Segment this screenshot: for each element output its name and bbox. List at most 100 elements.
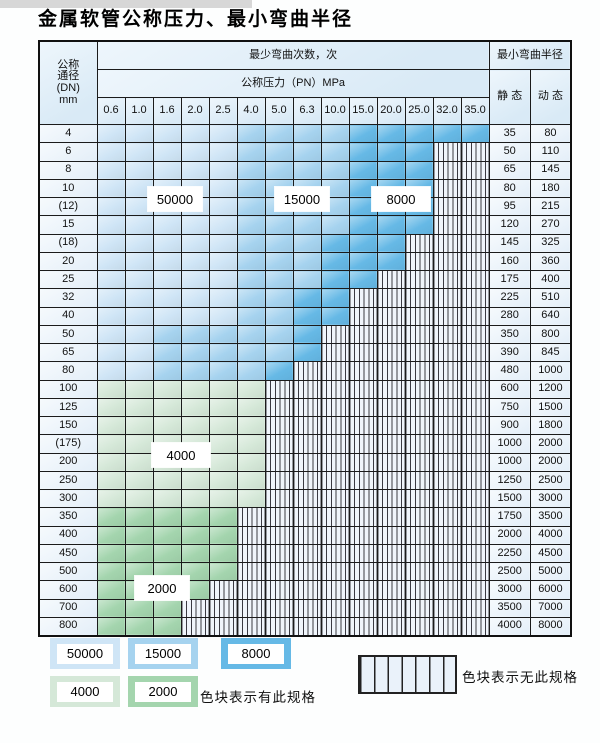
- table-row: 50 350 800: [38, 324, 572, 345]
- spec-cell: [124, 488, 154, 509]
- no-spec-cell: [320, 488, 350, 509]
- spec-cell: [96, 142, 126, 162]
- no-spec-cell: [348, 379, 378, 399]
- table-row: 800 4000 8000: [38, 616, 572, 637]
- spec-cell: [432, 123, 462, 144]
- spec-cell: [96, 306, 126, 326]
- no-spec-cell: [432, 488, 462, 509]
- table-row: (18) 145 325: [38, 233, 572, 253]
- dn-header-cell: 公称 通径 (DN) mm: [38, 40, 98, 125]
- spec-cell: [152, 598, 182, 618]
- no-spec-cell: [432, 452, 462, 472]
- spec-cell: [376, 160, 406, 180]
- spec-cell: [124, 123, 154, 144]
- no-spec-cell: [320, 361, 350, 381]
- pressure-tick: 5.0: [264, 97, 294, 125]
- spec-cell: [180, 251, 210, 272]
- dynamic-radius-cell: 845: [529, 342, 572, 363]
- dynamic-radius-cell: 1000: [529, 361, 572, 381]
- static-radius-cell: 2500: [488, 561, 531, 582]
- dn-cell: 250: [38, 470, 98, 491]
- scan-artifact-strip: [0, 0, 252, 8]
- no-spec-cell: [404, 415, 434, 436]
- no-spec-cell: [432, 507, 462, 527]
- spec-cell: [124, 269, 154, 290]
- spec-cell: [264, 324, 294, 345]
- no-spec-cell: [460, 306, 490, 326]
- dynamic-radius-cell: 325: [529, 233, 572, 253]
- no-spec-cell: [432, 251, 462, 272]
- spec-cell: [208, 269, 238, 290]
- pressure-tick: 1.6: [152, 97, 182, 125]
- static-radius-cell: 145: [488, 233, 531, 253]
- table-row: 600 3000 6000: [38, 580, 572, 600]
- table-row: 15 120 270: [38, 215, 572, 235]
- no-spec-cell: [432, 324, 462, 345]
- spec-cell: [236, 452, 266, 472]
- no-spec-cell: [376, 616, 406, 637]
- dynamic-radius-cell: 5000: [529, 561, 572, 582]
- spec-cell: [152, 142, 182, 162]
- no-spec-cell: [320, 434, 350, 454]
- no-spec-cell: [292, 470, 322, 491]
- spec-cell: [320, 123, 350, 144]
- no-spec-cell: [292, 525, 322, 545]
- spec-cell: [208, 233, 238, 253]
- table-row: 20 160 360: [38, 251, 572, 272]
- dynamic-radius-cell: 2000: [529, 452, 572, 472]
- spec-cell: [152, 415, 182, 436]
- dynamic-header: 动 态: [529, 69, 572, 125]
- no-spec-cell: [348, 415, 378, 436]
- spec-cell: [152, 251, 182, 272]
- spec-cell: [320, 306, 350, 326]
- no-spec-cell: [320, 561, 350, 582]
- spec-cell: [348, 215, 378, 235]
- spec-cell: [124, 215, 154, 235]
- zone-label-2000: 2000: [135, 576, 189, 600]
- spec-cell: [236, 415, 266, 436]
- dn-cell: 25: [38, 269, 98, 290]
- no-spec-cell: [348, 598, 378, 618]
- static-radius-cell: 50: [488, 142, 531, 162]
- table-row: 500 2500 5000: [38, 561, 572, 582]
- dynamic-radius-cell: 7000: [529, 598, 572, 618]
- spec-cell: [124, 415, 154, 436]
- spec-cell: [124, 160, 154, 180]
- page-title: 金属软管公称压力、最小弯曲半径: [38, 8, 354, 30]
- dynamic-radius-cell: 360: [529, 251, 572, 272]
- spec-cell: [208, 434, 238, 454]
- dn-cell: 500: [38, 561, 98, 582]
- spec-cell: [208, 415, 238, 436]
- no-spec-cell: [292, 361, 322, 381]
- spec-cell: [152, 288, 182, 308]
- spec-table: 公称 通径 (DN) mm 最少弯曲次数，次 最小弯曲半径 公称压力（PN）MP…: [38, 40, 573, 637]
- spec-cell: [96, 361, 126, 381]
- spec-cell: [124, 233, 154, 253]
- no-spec-cell: [460, 251, 490, 272]
- no-spec-cell: [376, 561, 406, 582]
- static-radius-cell: 120: [488, 215, 531, 235]
- table-row: 200 1000 2000: [38, 452, 572, 472]
- spec-cell: [292, 269, 322, 290]
- no-spec-cell: [292, 616, 322, 637]
- no-spec-cell: [460, 324, 490, 345]
- no-spec-cell: [348, 324, 378, 345]
- no-spec-cell: [264, 616, 294, 637]
- spec-cell: [180, 142, 210, 162]
- no-spec-cell: [460, 142, 490, 162]
- spec-cell: [152, 306, 182, 326]
- spec-cell: [236, 288, 266, 308]
- dn-cell: (12): [38, 196, 98, 217]
- no-spec-cell: [292, 434, 322, 454]
- no-spec-cell: [348, 507, 378, 527]
- no-spec-cell: [432, 233, 462, 253]
- no-spec-cell: [404, 397, 434, 418]
- no-spec-cell: [292, 415, 322, 436]
- no-spec-cell: [376, 324, 406, 345]
- spec-cell: [124, 434, 154, 454]
- spec-cell: [376, 233, 406, 253]
- spec-cell: [236, 397, 266, 418]
- spec-cell: [208, 507, 238, 527]
- spec-cell: [208, 561, 238, 582]
- no-spec-cell: [376, 269, 406, 290]
